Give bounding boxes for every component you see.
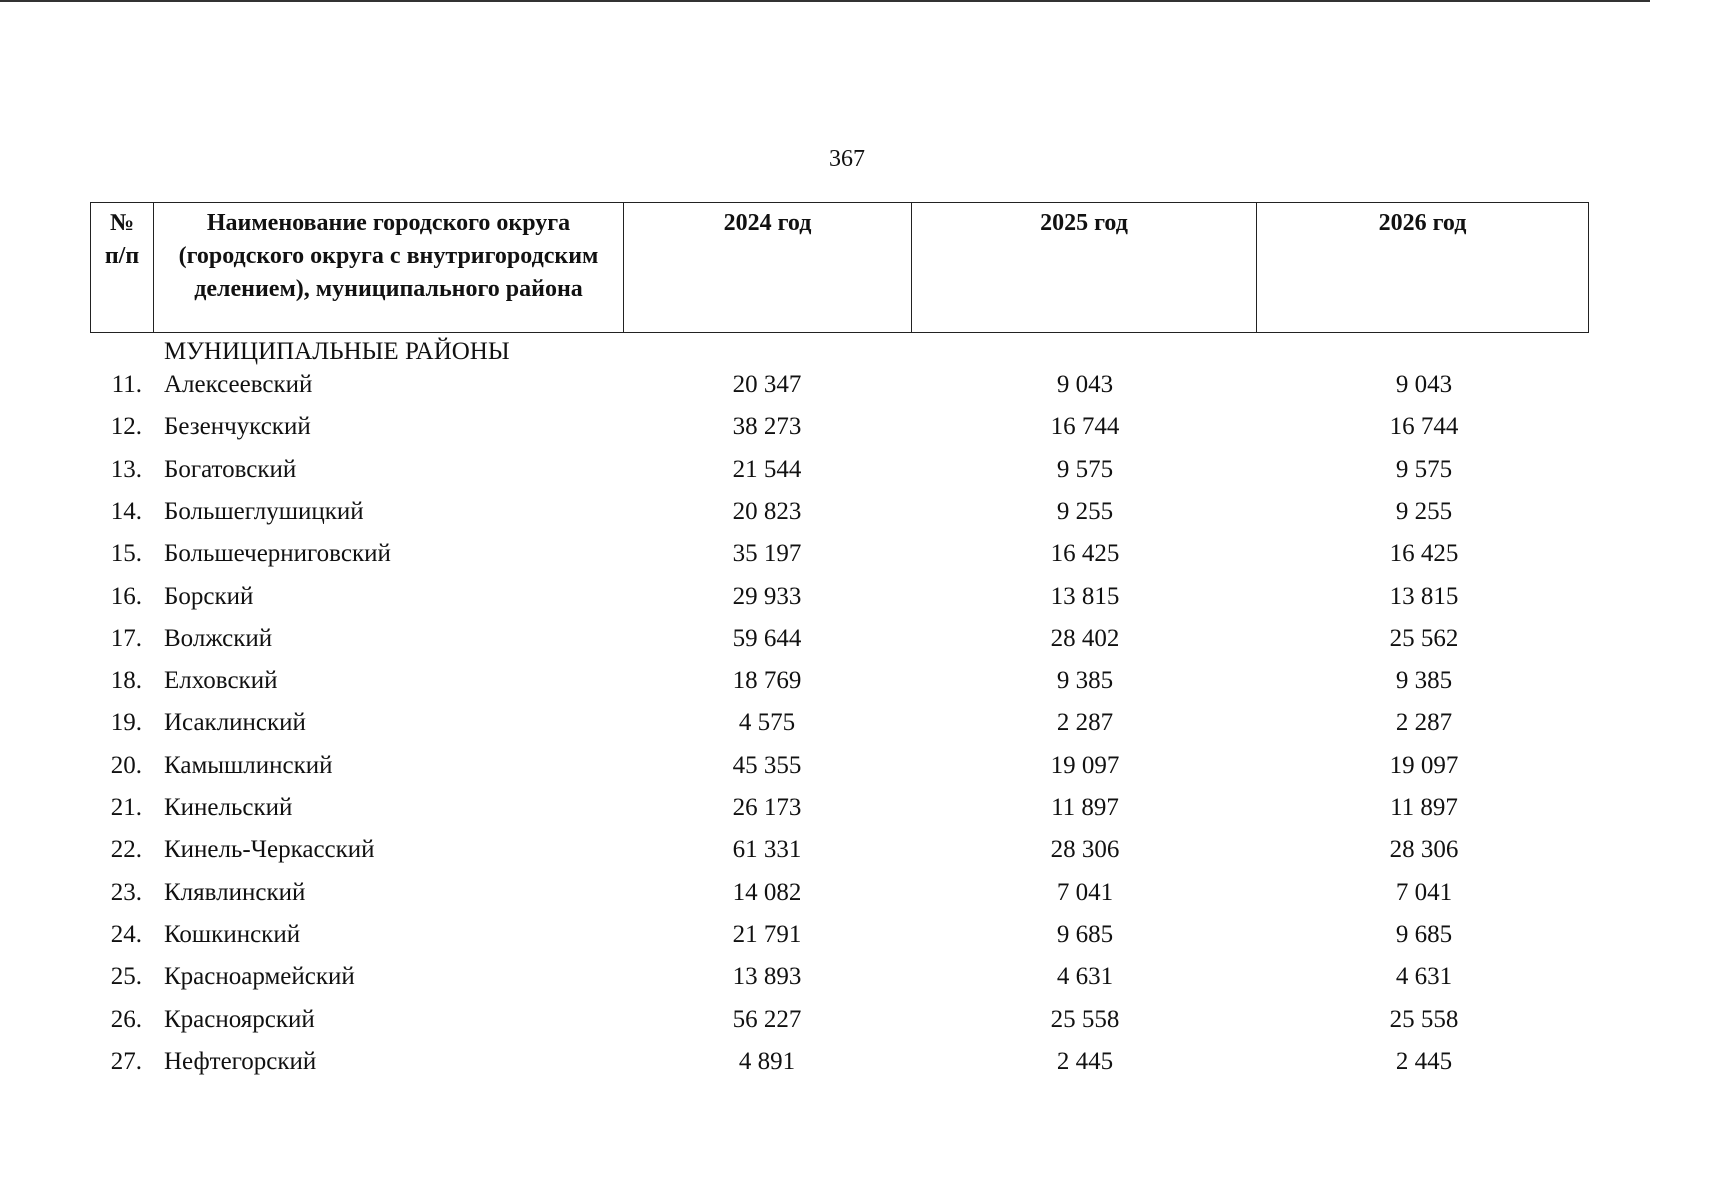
value-2024: 59 644 (732, 624, 802, 652)
district-name: Большечерниговский (164, 540, 391, 568)
value-2026: 9 575 (1395, 455, 1453, 483)
value-2025: 2 445 (1056, 1047, 1114, 1075)
row-number: 15. (110, 540, 142, 568)
value-2024: 21 791 (732, 920, 802, 948)
value-2025: 19 097 (1050, 751, 1120, 779)
value-2026: 9 043 (1395, 371, 1453, 398)
district-name: Кинель-Черкасский (164, 836, 375, 864)
value-2025: 28 306 (1050, 836, 1120, 864)
row-number: 12. (110, 413, 142, 441)
row-number: 14. (110, 497, 142, 525)
value-2024: 61 331 (732, 836, 802, 864)
header-cell: 2025 год (912, 203, 1257, 332)
district-name: Алексеевский (164, 371, 313, 398)
value-2024: 4 891 (738, 1047, 796, 1075)
header-cell: № п/п (91, 203, 154, 332)
value-2025: 9 685 (1056, 920, 1114, 948)
row-number: 19. (110, 709, 142, 737)
header-cell: 2026 год (1378, 210, 1467, 236)
table-header: № п/п Наименование городского округа (го… (90, 202, 1589, 333)
value-2025: 7 041 (1056, 878, 1114, 906)
value-2025: 9 043 (1056, 371, 1114, 398)
value-2024: 26 173 (732, 794, 802, 821)
district-name: Волжский (164, 624, 273, 652)
value-2026: 25 562 (1389, 624, 1459, 652)
value-2025: 16 425 (1050, 540, 1120, 568)
value-2026: 2 445 (1395, 1047, 1453, 1075)
value-2026: 7 041 (1395, 878, 1453, 906)
value-2026: 16 744 (1389, 413, 1459, 441)
row-number: 26. (110, 1005, 142, 1033)
section-title: МУНИЦИПАЛЬНЫЕ РАЙОНЫ (164, 338, 510, 365)
district-name: Нефтегорский (164, 1047, 317, 1075)
value-2026: 9 385 (1395, 667, 1453, 695)
row-number: 21. (110, 794, 142, 821)
header-cell: 2024 год (624, 203, 912, 332)
value-2026: 13 815 (1389, 582, 1459, 610)
district-name: Кошкинский (164, 920, 301, 948)
scan-edge (0, 0, 1650, 2)
district-name: Кинельский (164, 794, 293, 821)
value-2025: 16 744 (1050, 413, 1120, 441)
district-name: Красноармейский (164, 963, 355, 991)
value-2024: 38 273 (732, 413, 802, 441)
value-2024: 20 347 (732, 371, 802, 398)
row-number: 20. (110, 751, 142, 779)
value-2026: 4 631 (1395, 963, 1453, 991)
value-2024: 21 544 (732, 455, 802, 483)
value-2026: 25 558 (1389, 1005, 1459, 1033)
row-number: 22. (110, 836, 142, 864)
row-number: 24. (110, 920, 142, 948)
value-2025: 11 897 (1051, 794, 1119, 821)
value-2026: 11 897 (1390, 794, 1458, 821)
value-2026: 16 425 (1389, 540, 1459, 568)
district-name: Исаклинский (164, 709, 306, 737)
value-2025: 9 575 (1056, 455, 1114, 483)
value-2024: 14 082 (732, 878, 802, 906)
value-2024: 18 769 (732, 667, 802, 695)
value-2024: 4 575 (738, 709, 796, 737)
value-2025: 25 558 (1050, 1005, 1120, 1033)
page-number: 367 (829, 146, 865, 172)
value-2025: 4 631 (1056, 963, 1114, 991)
value-2024: 35 197 (732, 540, 802, 568)
row-number: 16. (110, 582, 142, 610)
row-number: 25. (110, 963, 142, 991)
district-name: Клявлинский (164, 878, 306, 906)
district-name: Камышлинский (164, 751, 333, 779)
value-2025: 9 255 (1056, 497, 1114, 525)
value-2026: 28 306 (1389, 836, 1459, 864)
header-cell: Наименование городского округа (городско… (154, 203, 624, 332)
value-2024: 56 227 (732, 1005, 802, 1033)
row-number: 11. (111, 371, 142, 398)
value-2025: 28 402 (1050, 624, 1120, 652)
value-2024: 29 933 (732, 582, 802, 610)
district-name: Борский (164, 582, 254, 610)
district-name: Красноярский (164, 1005, 315, 1033)
value-2026: 9 685 (1395, 920, 1453, 948)
value-2025: 13 815 (1050, 582, 1120, 610)
district-name: Богатовский (164, 455, 297, 483)
value-2025: 9 385 (1056, 667, 1114, 695)
district-name: Елховский (164, 667, 278, 695)
value-2024: 20 823 (732, 497, 802, 525)
district-name: Безенчукский (164, 413, 311, 441)
value-2025: 2 287 (1056, 709, 1114, 737)
row-number: 18. (110, 667, 142, 695)
value-2026: 19 097 (1389, 751, 1459, 779)
value-2024: 13 893 (732, 963, 802, 991)
value-2024: 45 355 (732, 751, 802, 779)
row-number: 13. (110, 455, 142, 483)
row-number: 23. (110, 878, 142, 906)
row-number: 17. (110, 624, 142, 652)
value-2026: 2 287 (1395, 709, 1453, 737)
value-2026: 9 255 (1395, 497, 1453, 525)
district-name: Большеглушицкий (164, 497, 364, 525)
row-number: 27. (110, 1047, 142, 1075)
